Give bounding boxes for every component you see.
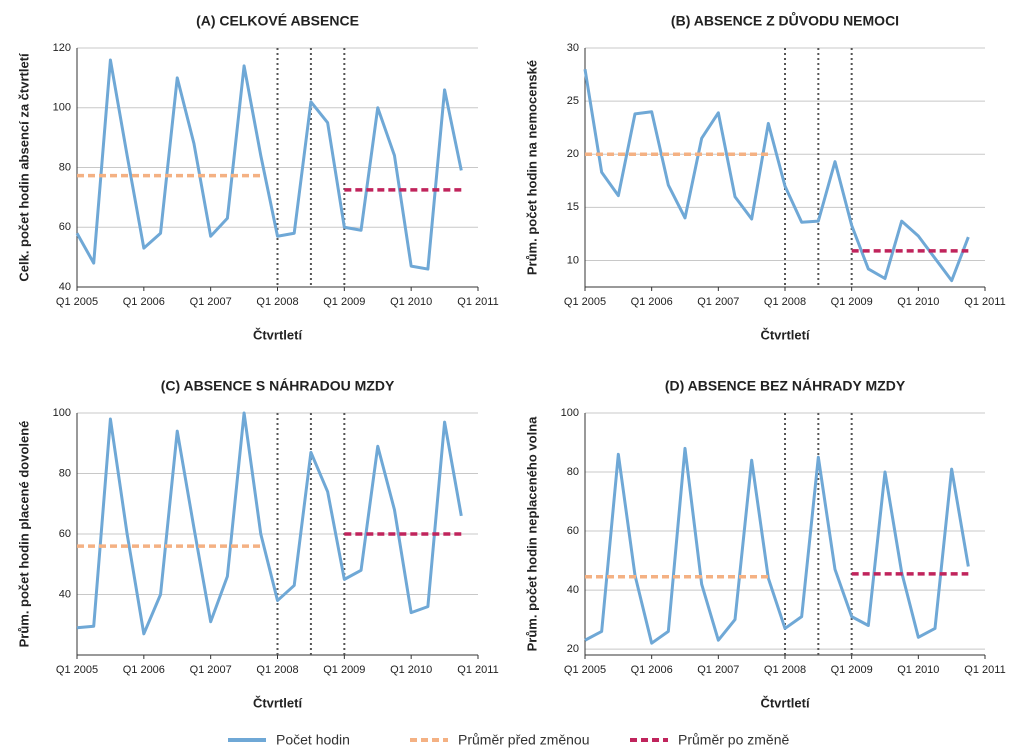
x-tick-label: Q1 2008 — [256, 664, 298, 676]
x-tick-label: Q1 2005 — [564, 664, 606, 676]
x-tick-label: Q1 2010 — [897, 664, 939, 676]
chart-title: (D) ABSENCE BEZ NÁHRADY MZDY — [665, 378, 906, 394]
x-tick-label: Q1 2008 — [256, 296, 298, 308]
x-axis-label: Čtvrtletí — [253, 327, 303, 342]
legend-label: Průměr před změnou — [458, 732, 590, 748]
y-axis-label: Prům. počet hodin placené dovolené — [16, 421, 31, 648]
y-tick-label: 80 — [59, 161, 71, 173]
y-tick-label: 25 — [567, 95, 579, 107]
x-tick-label: Q1 2006 — [631, 664, 673, 676]
y-tick-label: 40 — [59, 281, 71, 293]
x-tick-label: Q1 2009 — [323, 664, 365, 676]
series-line — [583, 69, 970, 283]
chart-title: (C) ABSENCE S NÁHRADOU MZDY — [161, 378, 395, 394]
x-tick-label: Q1 2007 — [697, 664, 739, 676]
x-tick-label: Q1 2006 — [631, 296, 673, 308]
x-tick-label: Q1 2005 — [56, 296, 98, 308]
y-tick-label: 60 — [567, 525, 579, 537]
x-tick-label: Q1 2011 — [964, 296, 1005, 308]
x-tick-label: Q1 2009 — [323, 296, 365, 308]
x-tick-label: Q1 2008 — [764, 296, 806, 308]
series-line — [584, 446, 970, 645]
y-tick-label: 30 — [567, 42, 579, 54]
x-tick-label: Q1 2005 — [56, 664, 98, 676]
y-tick-label: 100 — [53, 407, 71, 419]
legend-label: Průměr po změně — [678, 732, 789, 748]
y-tick-label: 40 — [567, 584, 579, 596]
y-axis-label: Prům. počet hodin neplaceného volna — [524, 416, 539, 652]
legend-label: Počet hodin — [276, 732, 350, 748]
x-tick-label: Q1 2010 — [390, 664, 432, 676]
x-tick-label: Q1 2010 — [897, 296, 939, 308]
x-tick-label: Q1 2007 — [190, 664, 232, 676]
x-axis-label: Čtvrtletí — [253, 695, 303, 710]
x-tick-label: Q1 2011 — [457, 296, 498, 308]
x-tick-label: Q1 2005 — [564, 296, 606, 308]
y-tick-label: 80 — [59, 467, 71, 479]
x-tick-label: Q1 2007 — [190, 296, 232, 308]
series-line — [76, 411, 463, 636]
x-tick-label: Q1 2006 — [123, 664, 165, 676]
x-tick-label: Q1 2008 — [764, 664, 806, 676]
chart-title: (B) ABSENCE Z DŮVODU NEMOCI — [671, 11, 899, 29]
y-tick-label: 60 — [59, 221, 71, 233]
x-tick-label: Q1 2011 — [457, 664, 498, 676]
y-tick-label: 40 — [59, 588, 71, 600]
y-tick-label: 120 — [53, 42, 71, 54]
y-tick-label: 100 — [53, 102, 71, 114]
x-tick-label: Q1 2009 — [831, 296, 873, 308]
y-axis-label: Celk. počet hodin absencí za čtvrtletí — [16, 53, 31, 282]
x-tick-label: Q1 2010 — [390, 296, 432, 308]
chart-title: (A) CELKOVÉ ABSENCE — [196, 13, 359, 29]
y-tick-label: 20 — [567, 643, 579, 655]
x-tick-label: Q1 2006 — [123, 296, 165, 308]
x-axis-label: Čtvrtletí — [760, 695, 810, 710]
y-tick-label: 15 — [567, 201, 579, 213]
y-tick-label: 20 — [567, 148, 579, 160]
y-tick-label: 80 — [567, 466, 579, 478]
y-tick-label: 10 — [567, 254, 579, 266]
y-tick-label: 100 — [561, 407, 579, 419]
series-line — [75, 58, 463, 271]
y-tick-label: 60 — [59, 528, 71, 540]
x-tick-label: Q1 2009 — [831, 664, 873, 676]
y-axis-label: Prům. počet hodin na nemocenské — [524, 60, 539, 275]
x-axis-label: Čtvrtletí — [760, 327, 810, 342]
x-tick-label: Q1 2011 — [964, 664, 1005, 676]
x-tick-label: Q1 2007 — [697, 296, 739, 308]
